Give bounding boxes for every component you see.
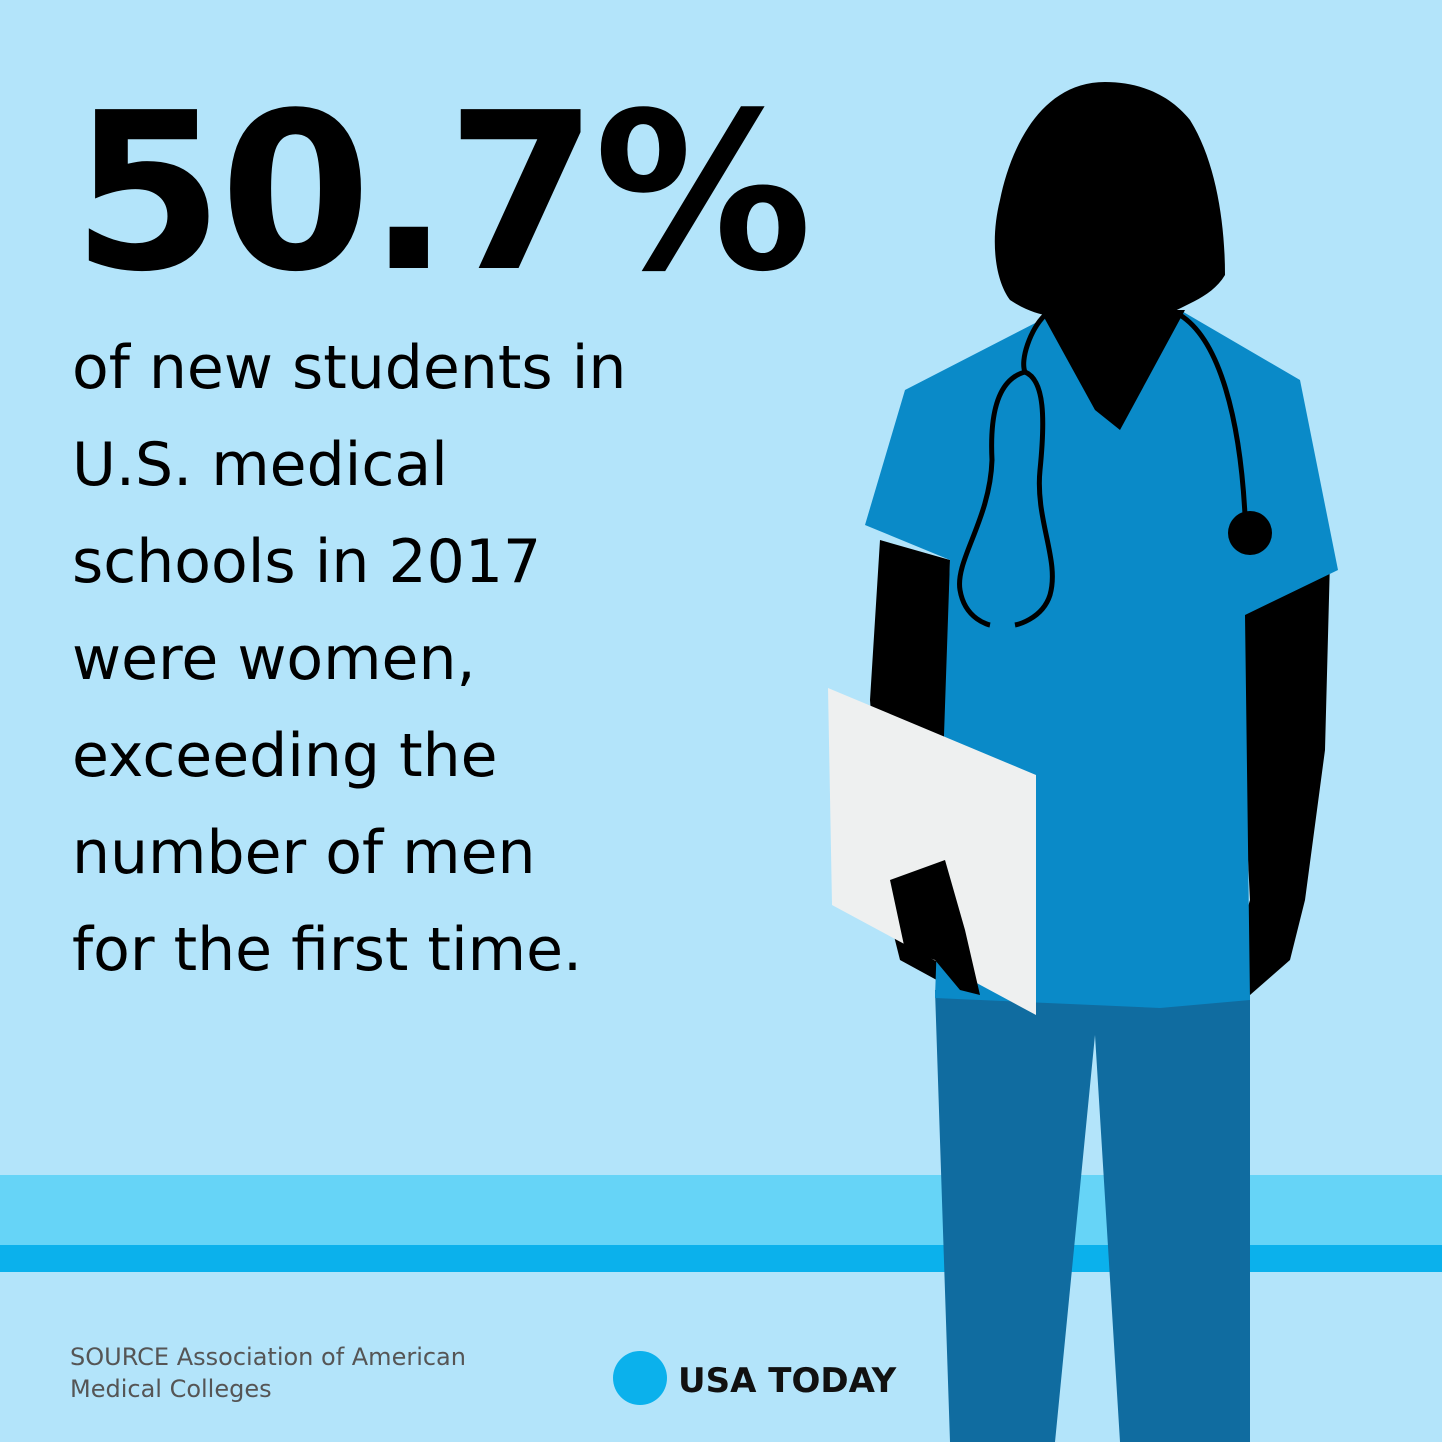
body-line: number of men — [72, 818, 536, 888]
stethoscope — [1014, 369, 1055, 628]
body-text: of new students in U.S. medical schools in… — [72, 333, 626, 985]
stethoscope — [1178, 312, 1248, 516]
hand — [890, 860, 980, 995]
doctor-figure — [828, 82, 1338, 1442]
body-line: U.S. medical — [72, 430, 448, 500]
stethoscope-bell — [1228, 511, 1272, 555]
logo-text: USA TODAY — [678, 1361, 897, 1401]
stethoscope — [957, 313, 1047, 628]
body-line: for the first time. — [72, 915, 582, 985]
source-line: Medical Colleges — [70, 1375, 272, 1403]
source-line: SOURCE Association of American — [70, 1343, 466, 1371]
head — [994, 82, 1225, 320]
body-line: of new students in — [72, 333, 626, 403]
body-line: were women, — [72, 624, 476, 694]
headline: 50.7% — [72, 67, 808, 320]
neck — [1040, 310, 1185, 430]
body-line: schools in 2017 — [72, 527, 541, 597]
clipboard — [828, 688, 1036, 1015]
pants — [935, 990, 1250, 1442]
source: SOURCE Association of American Medical Co… — [70, 1343, 466, 1403]
body-line: exceeding the — [72, 721, 498, 791]
arm — [1228, 560, 1330, 995]
logo-dot — [613, 1351, 667, 1405]
